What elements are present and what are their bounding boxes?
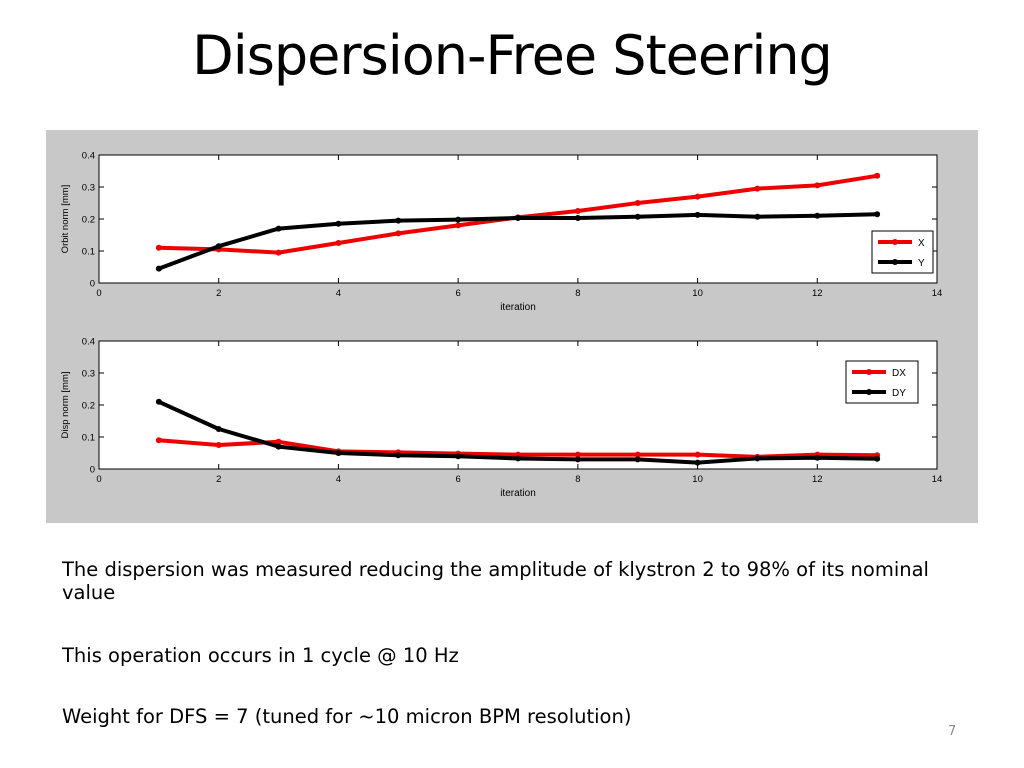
orbit-ytick-label: 0.3 (82, 183, 95, 194)
orbit-series-x-point (155, 244, 162, 251)
orbit-series-y-point (574, 215, 581, 222)
orbit-series-y-point (634, 213, 641, 220)
disp-series-dy-point (814, 454, 821, 461)
orbit-xtick-label: 12 (812, 288, 823, 299)
disp-series-dx-point (694, 451, 701, 458)
orbit-xlabel: iteration (500, 302, 536, 313)
orbit-ytick-label: 0.4 (82, 151, 95, 162)
disp-legend-marker-dy (866, 389, 872, 395)
disp-series-dx-point (215, 442, 222, 448)
disp-ytick-label: 0.1 (82, 433, 95, 444)
orbit-series-y-point (754, 213, 761, 220)
orbit-series-x-point (574, 208, 581, 214)
disp-plot-area (98, 340, 938, 470)
orbit-series-y-point (455, 216, 462, 223)
orbit-xtick-label: 10 (692, 288, 703, 299)
disp-series-dy-point (455, 453, 462, 460)
orbit-xtick-label: 4 (336, 288, 341, 299)
orbit-legend-label-x: X (918, 238, 925, 249)
disp-xtick-label: 8 (575, 474, 580, 485)
disp-series-dy-point (395, 452, 402, 459)
disp-ytick-label: 0.4 (82, 337, 95, 348)
dispersion-charts: 0 2 4 6 8 10 12 14 0 0.1 0.2 0.3 0.4 iteration Orbit n… (60, 151, 943, 500)
orbit-series-y-point (335, 220, 342, 227)
orbit-xtick-label: 6 (455, 288, 460, 299)
disp-series-dy-point (275, 443, 282, 450)
orbit-legend-marker-x (892, 239, 898, 245)
disp-xtick-label: 6 (455, 474, 460, 485)
orbit-series-x-point (455, 222, 462, 229)
disp-series-dx-point (574, 451, 581, 458)
orbit-ytick-label: 0 (90, 279, 95, 290)
disp-series-dy-point (754, 455, 761, 462)
orbit-series-x-point (335, 240, 342, 246)
disp-ytick-label: 0.3 (82, 369, 95, 380)
disp-series-dy-point (155, 398, 162, 405)
disp-series-dy-point (874, 455, 881, 462)
orbit-series-y-point (155, 265, 162, 272)
paragraph-cycle: This operation occurs in 1 cycle @ 10 Hz (62, 644, 459, 667)
disp-series-dy-point (634, 456, 641, 463)
disp-series-dx-point (155, 437, 162, 444)
orbit-series-y-point (275, 225, 282, 232)
orbit-series-x-point (275, 249, 282, 256)
disp-series-dx-point (275, 438, 282, 445)
disp-legend-marker-dx (866, 369, 872, 375)
orbit-series-y-point (515, 215, 521, 222)
orbit-series-x-point (634, 200, 641, 206)
disp-legend (845, 360, 919, 404)
slide-title: Dispersion-Free Steering (192, 24, 833, 87)
orbit-series-y-point (395, 217, 402, 224)
paragraph-weight: Weight for DFS = 7 (tuned for ~10 micron… (62, 705, 632, 728)
orbit-series-x-point (395, 230, 402, 237)
orbit-xtick-label: 8 (575, 288, 580, 299)
orbit-legend (871, 230, 934, 274)
figure-panel: 0 2 4 6 8 10 12 14 0 0.1 0.2 0.3 0.4 iteration Orbit n… (46, 130, 978, 523)
orbit-series-y-point (694, 211, 701, 218)
slide-number: 7 (948, 724, 957, 739)
disp-series-dy-point (694, 459, 701, 466)
orbit-series-x-point (814, 182, 821, 189)
orbit-xtick-label: 14 (932, 288, 943, 299)
disp-ytick-label: 0.2 (82, 401, 95, 412)
orbit-legend-label-y: Y (918, 258, 925, 269)
orbit-xtick-label: 0 (96, 288, 101, 299)
disp-xtick-label: 12 (812, 474, 823, 485)
orbit-series-y-point (215, 243, 222, 250)
disp-ytick-label: 0 (90, 465, 95, 476)
disp-xtick-label: 2 (216, 474, 221, 485)
disp-series-dx-point (634, 451, 641, 458)
orbit-ylabel: Orbit norm [mm] (60, 185, 71, 254)
disp-series-dy-point (574, 456, 581, 463)
disp-xtick-label: 10 (692, 474, 703, 485)
disp-series-dy-point (215, 426, 222, 432)
orbit-legend-marker-y (892, 259, 898, 265)
disp-xtick-label: 4 (336, 474, 341, 485)
disp-series-dy-point (335, 450, 342, 456)
paragraph-dispersion: The dispersion was measured reducing the… (62, 558, 929, 604)
disp-series-dy-point (515, 455, 521, 462)
orbit-series-x-point (754, 185, 761, 192)
disp-xlabel: iteration (500, 488, 536, 499)
disp-xtick-label: 0 (96, 474, 101, 485)
orbit-ytick-label: 0.2 (82, 215, 95, 226)
disp-legend-label-dy: DY (892, 388, 906, 399)
disp-xtick-label: 14 (932, 474, 943, 485)
disp-legend-label-dx: DX (892, 368, 906, 379)
disp-ylabel: Disp norm [mm] (60, 371, 71, 438)
orbit-series-y-point (814, 212, 821, 219)
orbit-ytick-label: 0.1 (82, 247, 95, 258)
orbit-xtick-label: 2 (216, 288, 221, 299)
orbit-series-x-point (874, 172, 881, 179)
orbit-series-y-point (874, 211, 881, 218)
orbit-series-x-point (694, 193, 701, 200)
